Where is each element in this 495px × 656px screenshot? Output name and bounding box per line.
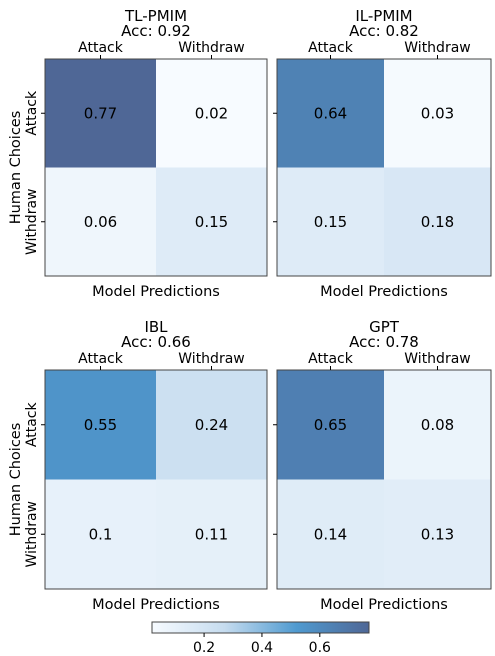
heatmap-cell xyxy=(277,370,384,480)
colorbar-tick-label: 0.2 xyxy=(193,640,215,656)
cell-value-label: 0.65 xyxy=(314,416,347,434)
x-tick-label: Attack xyxy=(308,351,354,367)
x-tick-label: Withdraw xyxy=(404,40,470,56)
cell-value-label: 0.11 xyxy=(195,525,228,543)
cell-value-label: 0.1 xyxy=(89,525,113,543)
cell-value-label: 0.13 xyxy=(421,525,454,543)
y-tick-label: Attack xyxy=(24,90,40,136)
heatmap-cell xyxy=(156,370,267,480)
panel-title: IL-PMIM xyxy=(355,7,412,25)
cell-value-label: 0.64 xyxy=(314,104,347,122)
y-tick-label: Withdraw xyxy=(24,501,40,567)
panel-frame xyxy=(44,369,268,590)
cell-value-label: 0.55 xyxy=(84,416,117,434)
cell-value-label: 0.15 xyxy=(314,213,347,231)
heatmap-cell xyxy=(45,59,156,168)
heatmap-cell xyxy=(384,370,491,480)
heatmap-cell xyxy=(45,370,156,480)
panel-subtitle: Acc: 0.82 xyxy=(349,22,419,40)
heatmap-cell xyxy=(156,59,267,168)
x-tick-label: Attack xyxy=(308,40,354,56)
panel-subtitle: Acc: 0.78 xyxy=(349,333,419,351)
cell-value-label: 0.14 xyxy=(314,525,347,543)
x-tick-label: Withdraw xyxy=(178,40,244,56)
cell-value-label: 0.08 xyxy=(421,416,454,434)
panel-title: TL-PMIM xyxy=(124,7,187,25)
heatmap-cell xyxy=(277,59,384,168)
cell-value-label: 0.24 xyxy=(195,416,228,434)
heatmap-cell xyxy=(277,167,384,276)
y-tick-label: Attack xyxy=(24,402,40,448)
colorbar-tick-label: 0.4 xyxy=(251,640,273,656)
colorbar-bar xyxy=(151,621,370,634)
x-axis-label: Model Predictions xyxy=(320,284,448,300)
heatmap-cell xyxy=(156,479,267,589)
heatmap-cell xyxy=(384,479,491,589)
y-axis-label: Human Choices xyxy=(8,111,24,225)
panel-frame xyxy=(276,369,492,590)
panel-title: GPT xyxy=(369,318,400,336)
colorbar: 0.2 0.4 0.6 xyxy=(151,621,370,656)
x-tick-label: Attack xyxy=(78,351,124,367)
heatmap-cell xyxy=(45,479,156,589)
y-axis-label: Human Choices xyxy=(8,423,24,537)
cell-value-label: 0.15 xyxy=(195,213,228,231)
cell-value-label: 0.77 xyxy=(84,104,117,122)
y-tick-label: Withdraw xyxy=(24,189,40,255)
heatmap-cell xyxy=(45,167,156,276)
heatmap-cell xyxy=(277,479,384,589)
panel-title: IBL xyxy=(144,318,168,336)
heatmap-cell xyxy=(384,167,491,276)
x-axis-label: Model Predictions xyxy=(320,597,448,613)
panel-subtitle: Acc: 0.92 xyxy=(121,22,191,40)
panel-frame xyxy=(44,58,268,277)
heatmap-cell xyxy=(384,59,491,168)
panel-subtitle: Acc: 0.66 xyxy=(121,333,191,351)
x-tick-label: Attack xyxy=(78,40,124,56)
panel-frame xyxy=(276,58,492,277)
x-tick-label: Withdraw xyxy=(178,351,244,367)
x-tick-label: Withdraw xyxy=(404,351,470,367)
cell-value-label: 0.18 xyxy=(421,213,454,231)
colorbar-tick-label: 0.6 xyxy=(309,640,331,656)
cell-value-label: 0.06 xyxy=(84,213,117,231)
heatmap-cell xyxy=(156,167,267,276)
x-axis-label: Model Predictions xyxy=(92,597,220,613)
x-axis-label: Model Predictions xyxy=(92,284,220,300)
cell-value-label: 0.02 xyxy=(195,104,228,122)
cell-value-label: 0.03 xyxy=(421,104,454,122)
